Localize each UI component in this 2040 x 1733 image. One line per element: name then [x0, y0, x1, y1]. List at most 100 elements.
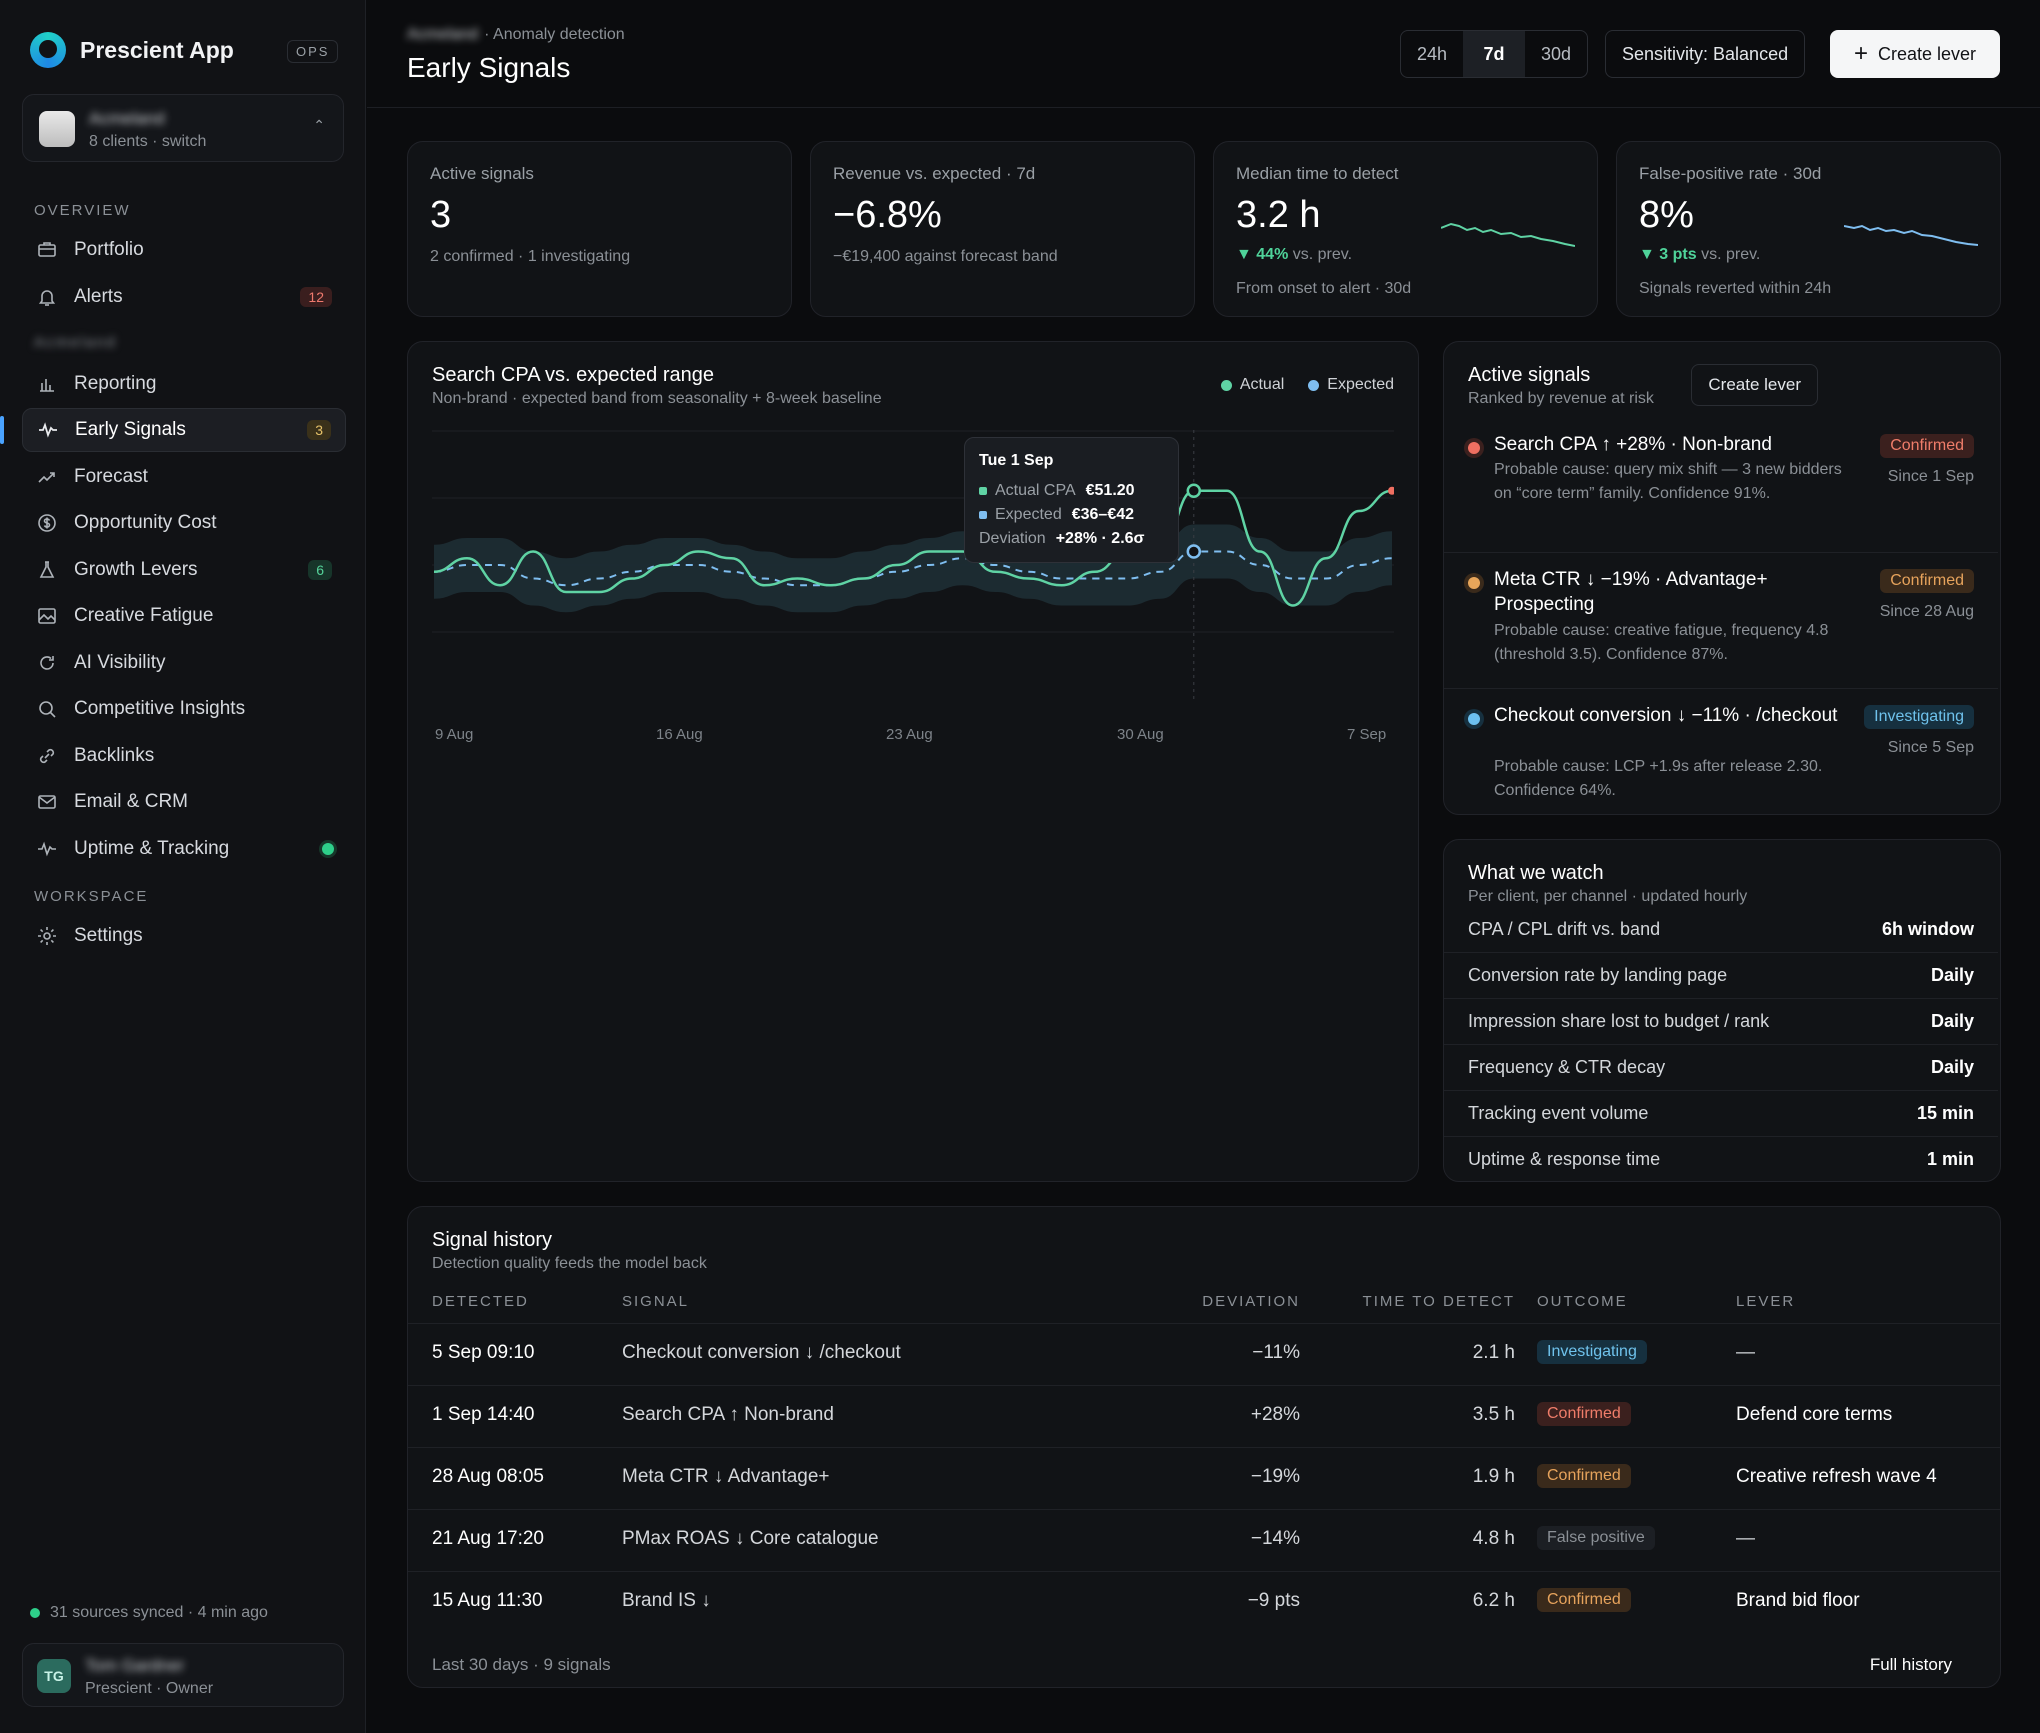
tooltip-actual-value: €51.20 [1085, 482, 1135, 499]
table-row[interactable]: 1 Sep 14:40 Search CPA ↑ Non-brand +28% … [408, 1385, 2000, 1447]
sync-dot [30, 1608, 40, 1618]
link-icon [36, 745, 58, 767]
status-badge: Confirmed [1880, 569, 1974, 593]
sidebar-item-forecast[interactable]: Forecast [22, 455, 346, 499]
user-role: Prescient · Owner [85, 1680, 214, 1697]
cell-ttd: 3.5 h [1472, 1404, 1515, 1425]
legend-expected[interactable]: Expected [1308, 376, 1394, 394]
sidebar-item-portfolio[interactable]: Portfolio [22, 228, 346, 272]
kpi-sub: −€19,400 against forecast band [833, 248, 1058, 265]
sidebar-item-label: Portfolio [74, 239, 144, 260]
history-footer: Last 30 days · 9 signals [432, 1655, 611, 1674]
cell-signal: Brand IS ↓ [622, 1590, 711, 1611]
trend-icon [36, 466, 58, 488]
col-detected: DETECTED [432, 1293, 529, 1310]
sidebar-item-label: Email & CRM [74, 791, 189, 812]
range-24h[interactable]: 24h [1416, 43, 1448, 64]
history-card: Signal history Detection quality feeds t… [407, 1206, 2001, 1688]
sidebar-item-creative-fatigue[interactable]: Creative Fatigue [22, 594, 346, 638]
full-history-link[interactable]: Full history [1869, 1655, 1952, 1674]
history-title: Signal history [432, 1229, 553, 1251]
signal-item[interactable]: Meta CTR ↓ −19% · Advantage+ Prospecting… [1444, 552, 1998, 688]
sidebar-item-label: Alerts [74, 286, 123, 307]
bar-chart-icon [36, 373, 58, 395]
create-lever-small-button[interactable]: Create lever [1691, 364, 1818, 406]
table-row[interactable]: 28 Aug 08:05 Meta CTR ↓ Advantage+ −19% … [408, 1447, 2000, 1509]
sidebar-item-reporting[interactable]: Reporting [22, 362, 346, 406]
sidebar-item-early-signals[interactable]: Early Signals 3 [22, 408, 346, 452]
col-signal: SIGNAL [622, 1293, 690, 1310]
sidebar-item-label: Forecast [74, 466, 148, 487]
watch-label: Uptime & response time [1468, 1149, 1661, 1169]
kpi-delta-value: ▼ 3 pts [1639, 246, 1697, 263]
sidebar-item-alerts[interactable]: Alerts 12 [22, 275, 346, 319]
sidebar-item-opportunity-cost[interactable]: Opportunity Cost [22, 501, 346, 545]
breadcrumb: Acmeland · Anomaly detection [407, 26, 625, 44]
watch-row: Uptime & response time 1 min [1444, 1136, 1998, 1182]
brand[interactable]: Prescient App [30, 30, 234, 70]
create-lever-button[interactable]: + Create lever [1830, 30, 2000, 78]
breadcrumb-current: · Anomaly detection [484, 26, 625, 43]
sidebar-item-backlinks[interactable]: Backlinks [22, 734, 346, 778]
pulse-icon [36, 838, 58, 860]
actual-line [433, 489, 1393, 607]
section-workspace: WORKSPACE [34, 888, 149, 905]
plus-icon: + [1853, 40, 1868, 67]
watch-value: 6h window [1882, 918, 1974, 939]
cell-detected: 28 Aug 08:05 [432, 1466, 544, 1487]
range-7d[interactable]: 7d [1463, 31, 1525, 77]
range-30d[interactable]: 30d [1540, 43, 1572, 64]
table-row[interactable]: 21 Aug 17:20 PMax ROAS ↓ Core catalogue … [408, 1509, 2000, 1571]
sidebar-item-settings[interactable]: Settings [22, 914, 346, 958]
search-icon [36, 698, 58, 720]
status-online-dot [322, 843, 334, 855]
cell-deviation: −19% [1250, 1466, 1300, 1487]
sensitivity-dropdown[interactable]: Sensitivity: Balanced [1605, 30, 1806, 78]
sidebar-item-label: Settings [74, 925, 143, 946]
client-avatar [39, 111, 75, 147]
status-badge: Investigating [1864, 705, 1974, 729]
dollar-icon [36, 512, 58, 534]
tooltip-expected-value: €36–€42 [1071, 506, 1135, 523]
chevron-updown-icon: ⌃ [313, 117, 325, 133]
signal-item[interactable]: Search CPA ↑ +28% · Non-brand Probable c… [1444, 418, 1998, 552]
cpa-chart[interactable] [432, 430, 1394, 700]
watch-value: 15 min [1916, 1103, 1974, 1123]
kpi-delta-value: ▼ 44% [1236, 246, 1289, 263]
table-row[interactable]: 15 Aug 11:30 Brand IS ↓ −9 pts 6.2 h Con… [408, 1571, 2000, 1633]
legend-expected-label: Expected [1327, 376, 1394, 393]
header: Acmeland · Anomaly detection Early Signal… [367, 0, 2040, 108]
legend-actual[interactable]: Actual [1220, 376, 1284, 394]
watch-value: Daily [1930, 965, 1974, 985]
flask-icon [36, 559, 58, 581]
sidebar-item-ai-visibility[interactable]: AI Visibility [22, 641, 346, 685]
status-badge: Confirmed [1537, 1402, 1631, 1426]
kpi-delta-rest: vs. prev. [1696, 246, 1761, 263]
sidebar-item-email-crm[interactable]: Email & CRM [22, 780, 346, 824]
x-tick: 9 Aug [435, 726, 474, 743]
client-switcher[interactable]: Acmeland 8 clients · switch ⌃ [22, 94, 344, 162]
sidebar-item-growth-levers[interactable]: Growth Levers 6 [22, 548, 346, 592]
tooltip-date: Tue 1 Sep [979, 452, 1054, 469]
table-row[interactable]: 5 Sep 09:10 Checkout conversion ↓ /check… [408, 1323, 2000, 1385]
sidebar-item-uptime-tracking[interactable]: Uptime & Tracking [22, 827, 346, 871]
sidebar-item-label: Backlinks [74, 745, 155, 766]
section-overview: OVERVIEW [34, 202, 131, 219]
watch-row: CPA / CPL drift vs. band 6h window [1444, 906, 1998, 952]
briefcase-icon [36, 239, 58, 261]
signal-item[interactable]: Checkout conversion ↓ −11% · /checkout P… [1444, 688, 1998, 814]
breadcrumb-client[interactable]: Acmeland [407, 26, 479, 43]
cell-detected: 5 Sep 09:10 [432, 1342, 535, 1363]
watch-value: Daily [1930, 1011, 1974, 1031]
kpi-sub: From onset to alert · 30d [1236, 280, 1412, 297]
sidebar-item-competitive-insights[interactable]: Competitive Insights [22, 687, 346, 731]
col-outcome: OUTCOME [1537, 1293, 1628, 1310]
user-menu[interactable]: TG Tom Gardner Prescient · Owner [22, 1643, 344, 1707]
col-time-to-detect: TIME TO DETECT [1362, 1293, 1515, 1310]
chart-legend: Actual Expected [1197, 376, 1394, 394]
client-name: Acmeland [89, 109, 165, 128]
status-badge: Confirmed [1537, 1588, 1631, 1612]
active-signals-title: Active signals [1468, 364, 1591, 386]
kpi-label: Revenue vs. expected · 7d [833, 164, 1036, 183]
signal-status-dot [1468, 713, 1480, 725]
